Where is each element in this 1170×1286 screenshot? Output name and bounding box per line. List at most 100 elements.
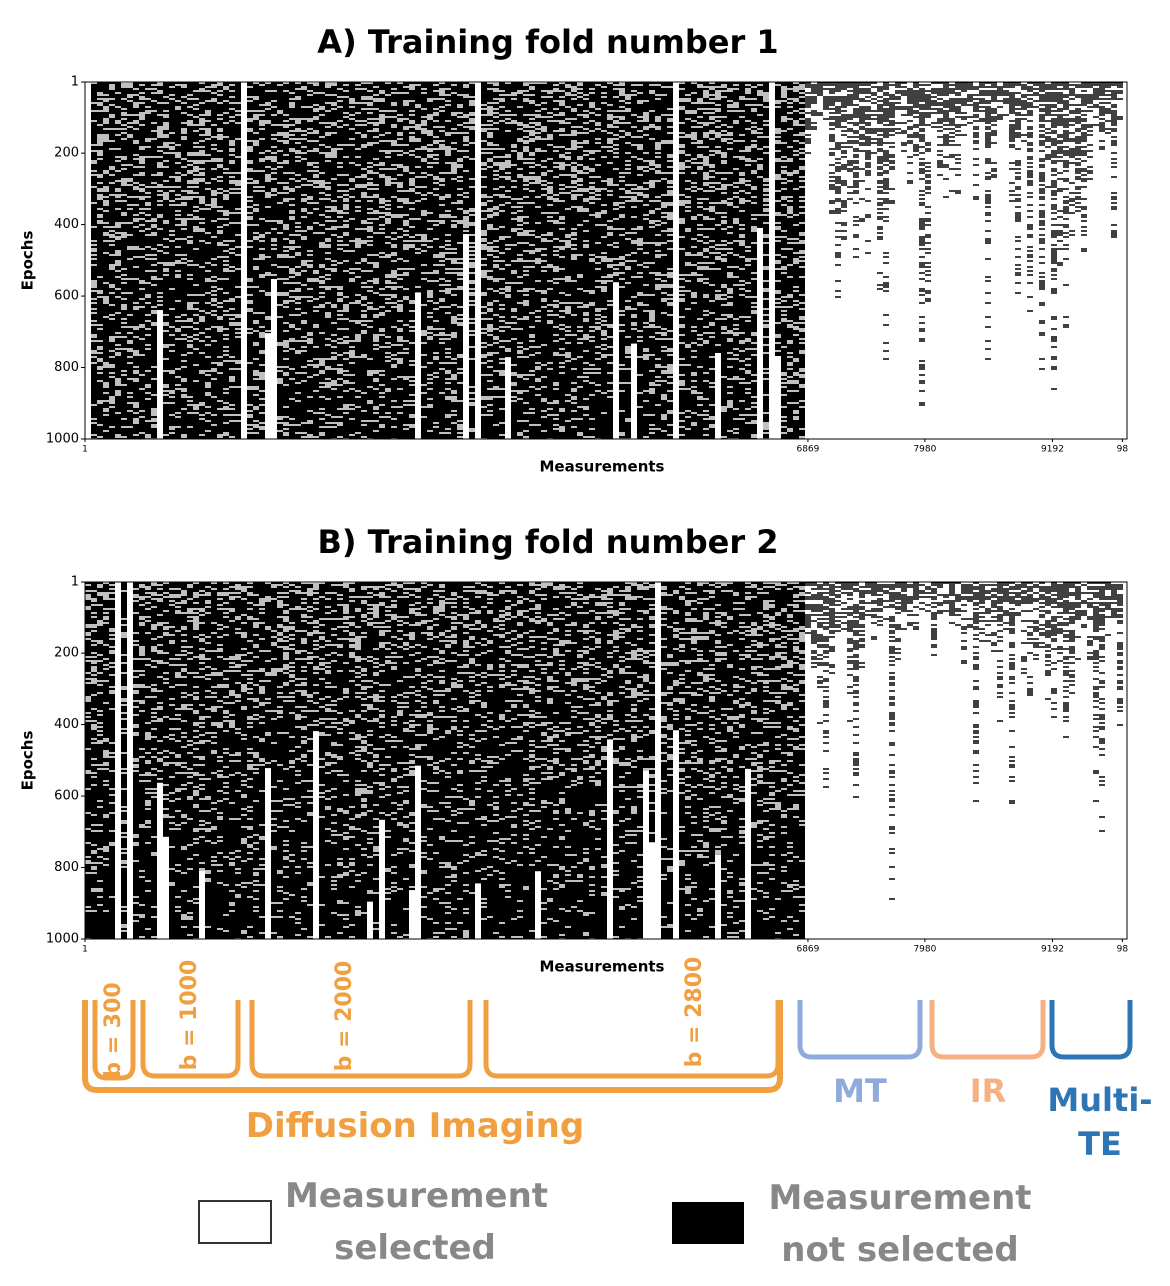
heatmap-column (553, 82, 559, 439)
heatmap-column (505, 82, 511, 358)
heatmap-gaps (91, 590, 97, 912)
heatmap-column (445, 582, 451, 939)
heatmap-marks (949, 582, 955, 624)
heatmap-gaps (325, 592, 331, 938)
heatmap-gaps (397, 82, 403, 414)
heatmap-gaps (97, 92, 103, 438)
heatmap-gaps (415, 84, 421, 288)
heatmap-gaps (619, 82, 625, 440)
heatmap-column (781, 82, 787, 439)
heatmap-column (697, 82, 703, 439)
heatmap-gaps (673, 590, 679, 732)
heatmap-gaps (193, 582, 199, 940)
heatmap-marks (943, 582, 949, 612)
heatmap-gaps (709, 584, 715, 928)
heatmap-marks (805, 582, 811, 634)
heatmap-column (343, 582, 349, 939)
heatmap-gaps (259, 598, 265, 934)
heatmap-gaps (655, 84, 661, 430)
heatmap-gaps (703, 582, 709, 938)
heatmap-gaps (469, 586, 475, 894)
heatmap-column (631, 82, 637, 344)
heatmap-gaps (211, 582, 217, 866)
heatmap-gaps (619, 590, 625, 928)
heatmap-gaps (487, 82, 493, 416)
heatmap-gaps (421, 582, 427, 918)
heatmap-column (355, 82, 361, 439)
heatmap-marks (859, 82, 865, 222)
heatmap-column (337, 82, 343, 439)
heatmap-column (493, 582, 499, 939)
heatmap-column (199, 82, 205, 439)
heatmap-gaps (271, 584, 277, 934)
heatmap-column (241, 582, 247, 939)
x-axis-label: Measurements (540, 458, 665, 476)
heatmap-column (571, 82, 577, 439)
heatmap-gaps (331, 82, 337, 440)
heatmap-column (655, 82, 661, 439)
heatmap-gaps (559, 82, 565, 432)
heatmap-marks (829, 584, 835, 674)
bracket (797, 1000, 923, 1060)
heatmap-marks (1003, 582, 1009, 630)
heatmap-marks (871, 82, 877, 154)
heatmap-column (151, 82, 157, 439)
heatmap-column (139, 582, 145, 939)
heatmap-gaps (787, 582, 793, 930)
heatmap-gaps (199, 82, 205, 436)
heatmap-column (787, 82, 793, 439)
heatmap-column (565, 82, 571, 439)
heatmap-column (169, 82, 175, 439)
heatmap-column (763, 82, 769, 439)
heatmap-gaps (127, 82, 133, 428)
heatmap-column (691, 582, 697, 939)
heatmap-marks (955, 582, 961, 626)
heatmap-gaps (85, 584, 91, 940)
heatmap-marks (835, 582, 841, 632)
heatmap-column (757, 582, 763, 939)
heatmap-gaps (733, 84, 739, 440)
heatmap-column (451, 582, 457, 939)
heatmap-gaps (727, 88, 733, 440)
heatmap-gaps (109, 84, 115, 428)
heatmap-gaps (199, 590, 205, 872)
heatmap-gaps (175, 588, 181, 912)
heatmap-marks (1063, 582, 1069, 738)
heatmap-column (367, 582, 373, 902)
heatmap-gaps (577, 582, 583, 912)
heatmap-marks (937, 82, 943, 176)
heatmap-marks (931, 82, 937, 128)
heatmap-gaps (349, 582, 355, 938)
heatmap-gaps (775, 84, 781, 352)
heatmap-gaps (229, 84, 235, 438)
heatmap-gaps (649, 584, 655, 844)
heatmap-column (157, 582, 163, 783)
heatmap-gaps (481, 104, 487, 440)
heatmap-marks (1111, 82, 1117, 238)
y-axis-label: Epochs (19, 231, 37, 291)
heatmap-column (565, 582, 571, 939)
heatmap-gaps (661, 86, 667, 432)
heatmap-marks (913, 582, 919, 630)
heatmap-gaps (391, 88, 397, 440)
heatmap-gaps (319, 92, 325, 436)
heatmap-marks (1045, 84, 1051, 188)
heatmap-gaps (451, 592, 457, 938)
bracket (92, 1000, 136, 1081)
heatmap-marks (817, 584, 823, 724)
heatmap-gaps (151, 84, 157, 440)
heatmap-gaps (793, 582, 799, 936)
heatmap-column (145, 82, 151, 439)
heatmap-column (763, 582, 769, 939)
heatmap-gaps (751, 584, 757, 900)
heatmap-marks (901, 82, 907, 152)
x-tick-label: 9192 (1041, 945, 1064, 955)
y-tick-label: 800 (54, 360, 79, 375)
heatmap-column (643, 582, 649, 771)
heatmap-marks (865, 582, 871, 616)
heatmap-gaps (139, 584, 145, 938)
heatmap-gaps (217, 82, 223, 438)
heatmap-column (673, 582, 679, 732)
x-tick-label: 7980 (913, 945, 936, 955)
